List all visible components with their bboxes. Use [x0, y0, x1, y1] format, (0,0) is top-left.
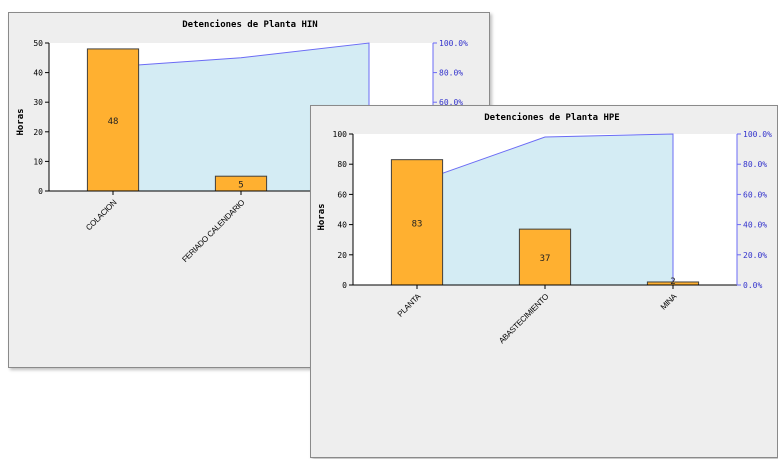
bar	[390, 159, 444, 286]
y2-tick-label: 100.0%	[743, 130, 772, 139]
bar-value-label: 37	[540, 254, 551, 264]
y-tick-label: 40	[337, 221, 347, 230]
bar-value-label: 48	[108, 117, 119, 127]
x-tick-label: FERIADO CALENDARIO	[180, 198, 246, 264]
x-tick-label: PLANTA	[396, 291, 423, 318]
bar-value-label: 83	[412, 219, 423, 229]
chart-window-hpe: Detenciones de Planta HPE Horas 83 37 2 0 20…	[310, 105, 778, 458]
bar	[518, 228, 572, 286]
y2-tick-label: 20.0%	[743, 251, 767, 260]
bar-value-label: 2	[670, 277, 675, 287]
y2-tick-label: 60.0%	[743, 190, 767, 199]
chart-title: Detenciones de Planta HIN	[182, 19, 317, 30]
y-tick-label: 100	[333, 130, 348, 139]
y-tick-label: 20	[337, 251, 347, 260]
y-tick-label: 60	[337, 190, 347, 199]
cumulative-line	[416, 133, 674, 285]
cumulative-area	[417, 134, 673, 285]
y2-tick-label: 80.0%	[439, 69, 463, 78]
chart-hpe: Detenciones de Planta HPE Horas 83372020…	[317, 112, 772, 345]
x-tick-label: MINA	[659, 291, 679, 311]
x-tick-label: COLACION	[84, 198, 119, 233]
y2-tick-label: 0.0%	[743, 281, 762, 290]
y-axis-label: Horas	[317, 203, 327, 230]
y2-tick-label: 100.0%	[439, 39, 468, 48]
y-tick-label: 0	[342, 281, 347, 290]
chart-title: Detenciones de Planta HPE	[484, 112, 619, 123]
y-tick-label: 50	[33, 39, 43, 48]
y-tick-label: 10	[33, 157, 43, 166]
y-tick-label: 40	[33, 69, 43, 78]
y-tick-label: 80	[337, 160, 347, 169]
y2-tick-label: 60.0%	[439, 98, 463, 107]
y-tick-label: 30	[33, 98, 43, 107]
x-tick-label: ABASTECIMIENTO	[497, 292, 550, 345]
y-tick-label: 20	[33, 128, 43, 137]
cumulative-area	[113, 43, 369, 191]
chart-hin: Detenciones de Planta HIN Horas 48501020…	[16, 19, 468, 264]
y2-tick-label: 40.0%	[743, 221, 767, 230]
bar-value-label: 5	[238, 181, 243, 191]
y2-tick-label: 80.0%	[743, 160, 767, 169]
bar	[86, 48, 140, 192]
y-axis-label: Horas	[16, 108, 26, 135]
y-tick-label: 0	[38, 187, 43, 196]
